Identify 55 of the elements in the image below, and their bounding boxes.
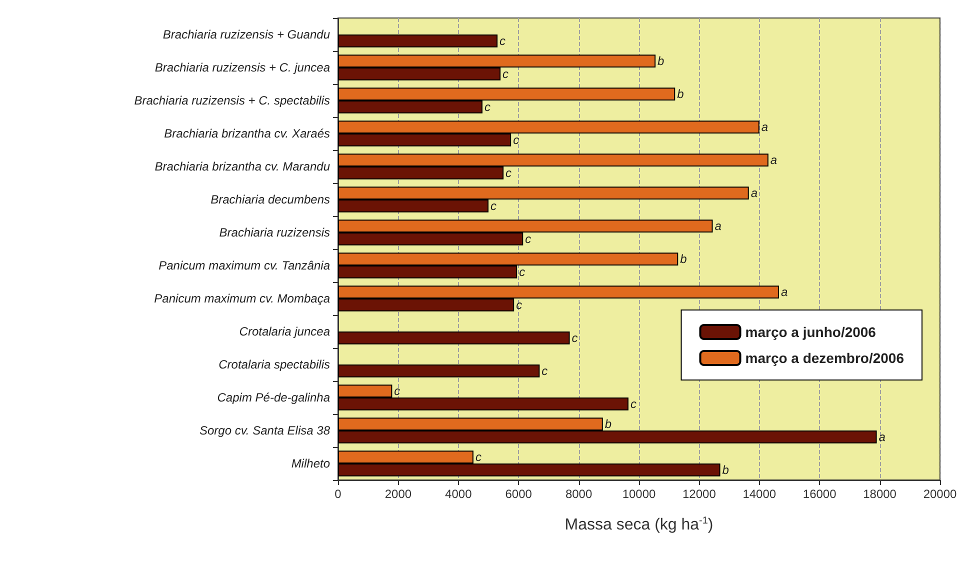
legend-label: março a junho/2006 xyxy=(745,324,876,340)
data-label: b xyxy=(658,54,665,68)
y-tick-label: Panicum maximum cv. Tanzânia xyxy=(158,258,330,272)
data-label: a xyxy=(714,219,722,234)
y-tick-label: Crotalaria juncea xyxy=(239,324,330,338)
data-label: c xyxy=(475,450,482,464)
data-label: c xyxy=(516,298,522,312)
y-tick-label: Sorgo cv. Santa Elisa 38 xyxy=(199,424,330,438)
data-label: c xyxy=(542,364,548,378)
x-tick-label: 4000 xyxy=(445,487,472,501)
data-label: c xyxy=(506,166,512,180)
y-tick-label: Crotalaria spectabilis xyxy=(218,358,330,372)
x-tick-label: 10000 xyxy=(622,487,656,501)
x-tick-label: 14000 xyxy=(742,487,776,501)
data-label: c xyxy=(572,330,578,345)
data-label: b xyxy=(604,417,612,432)
y-tick-label: Brachiaria ruzizensis + C. juncea xyxy=(154,60,330,74)
y-tick-label: Brachiaria ruzizensis + C. spectabilis xyxy=(134,94,330,108)
data-label: c xyxy=(513,132,520,147)
x-tick-label: 6000 xyxy=(505,487,532,501)
data-label: c xyxy=(500,34,506,48)
y-tick-label: Brachiaria brizantha cv. Marandu xyxy=(154,160,330,174)
data-label: c xyxy=(394,384,400,398)
y-tick-label: Brachiaria decumbens xyxy=(210,192,330,206)
data-label: b xyxy=(680,252,688,266)
x-tick-label: 8000 xyxy=(565,487,592,501)
data-label: c xyxy=(630,396,636,411)
y-tick-label: Panicum maximum cv. Mombaça xyxy=(154,292,330,306)
data-label: c xyxy=(502,66,509,81)
y-tick-label: Capim Pé-de-galinha xyxy=(217,390,330,404)
y-tick-label: Brachiaria brizantha cv. Xaraés xyxy=(164,126,330,140)
data-label: c xyxy=(525,232,532,246)
y-tick-label: Brachiaria ruzizensis + Guandu xyxy=(162,28,330,42)
legend-label: março a dezembro/2006 xyxy=(745,350,904,366)
bar xyxy=(338,364,540,378)
data-label: b xyxy=(677,87,684,102)
data-label: a xyxy=(750,186,758,200)
bar xyxy=(338,34,498,48)
y-tick-label: Brachiaria ruzizensis xyxy=(219,226,330,240)
data-label: c xyxy=(484,100,490,114)
data-label: a xyxy=(780,285,788,300)
x-tick-label: 18000 xyxy=(863,487,897,501)
data-label: b xyxy=(722,462,730,477)
x-tick-label: 12000 xyxy=(682,487,716,501)
x-tick-label: 16000 xyxy=(802,487,837,501)
data-label: a xyxy=(770,153,778,168)
x-tick-label: 2000 xyxy=(384,487,412,501)
data-label: a xyxy=(761,120,768,134)
data-label: c xyxy=(519,264,526,279)
data-label: c xyxy=(490,198,496,213)
x-tick-label: 20000 xyxy=(923,487,958,501)
bar xyxy=(338,332,570,344)
x-tick-label: 0 xyxy=(334,487,342,501)
data-label: a xyxy=(878,430,886,444)
y-tick-label: Milheto xyxy=(291,456,330,470)
